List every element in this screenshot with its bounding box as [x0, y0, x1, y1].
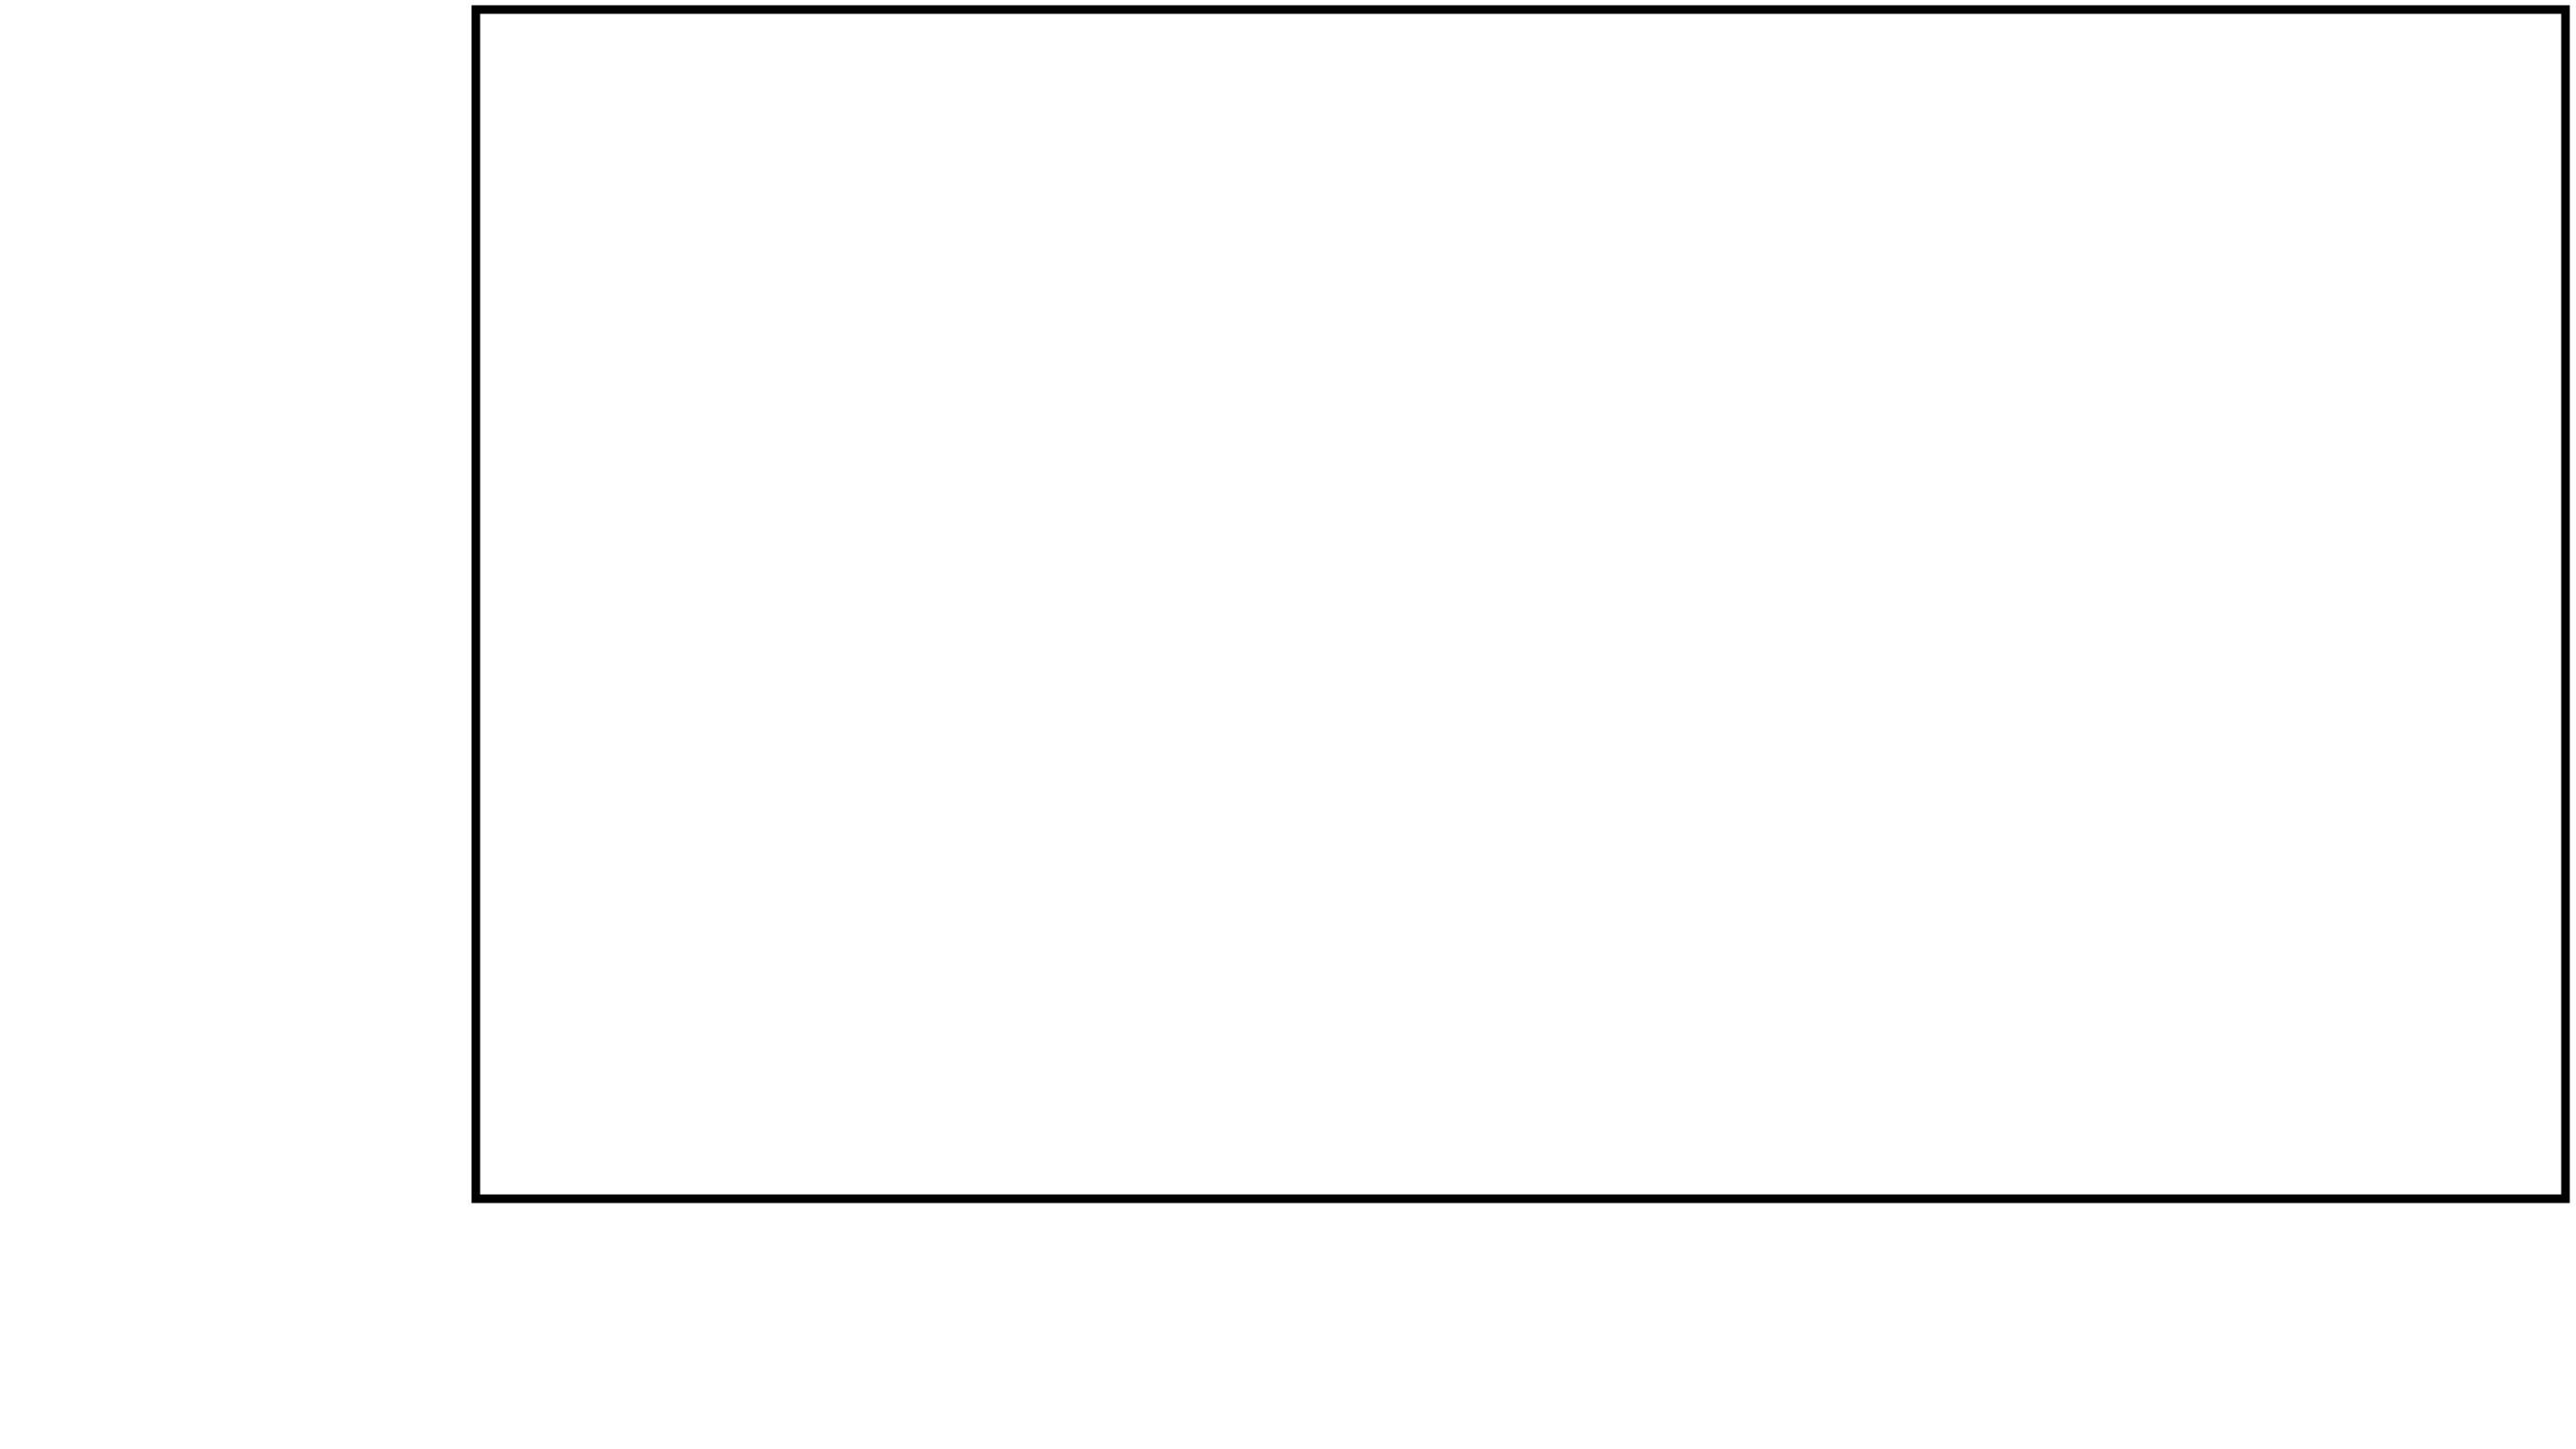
plot-frame	[471, 5, 2570, 1204]
